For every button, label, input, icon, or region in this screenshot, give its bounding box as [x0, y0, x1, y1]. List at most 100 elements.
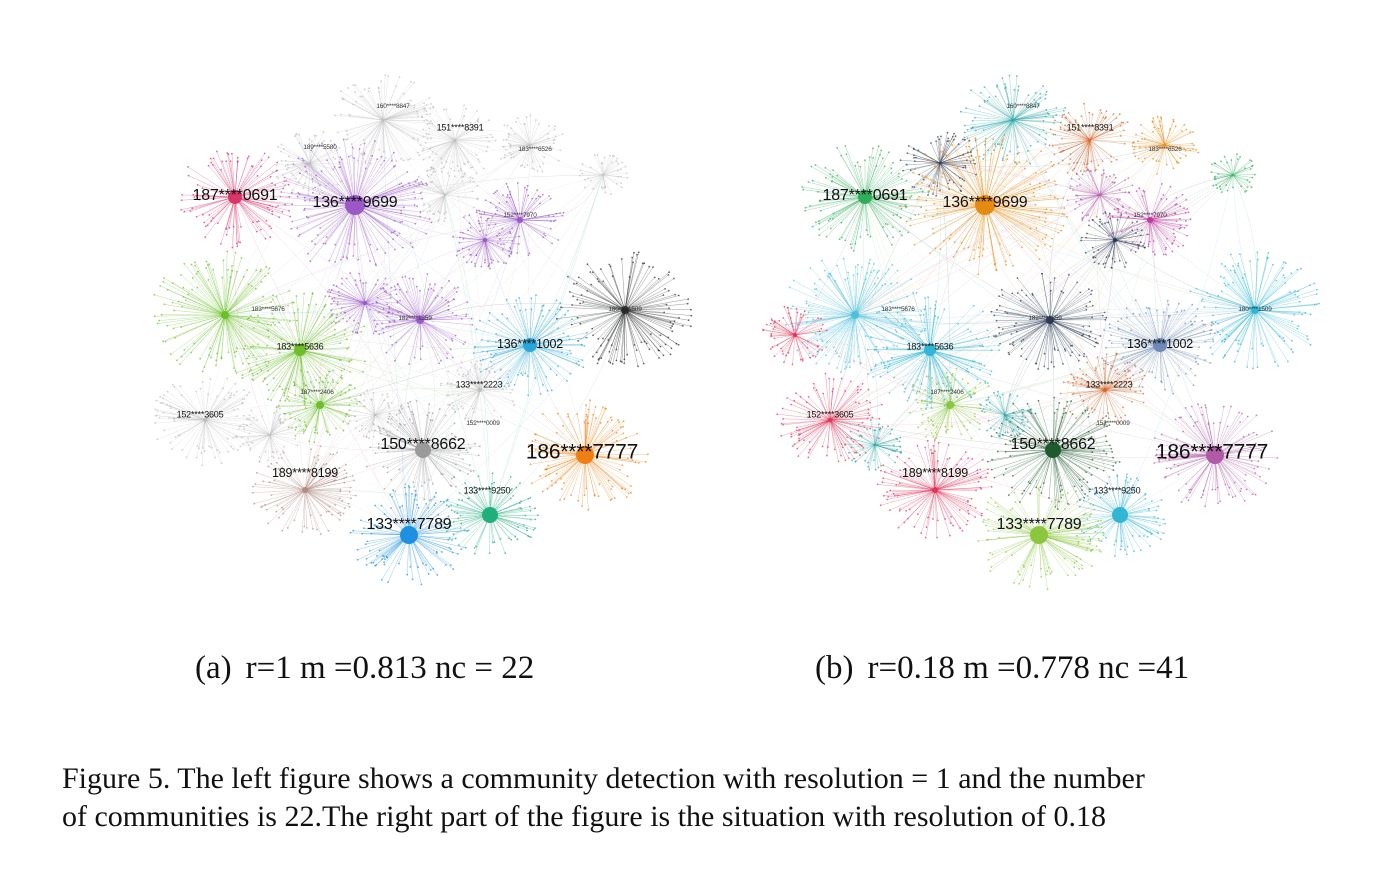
cluster-edge [440, 139, 456, 159]
leaf-node [180, 274, 182, 276]
cluster-edge [181, 314, 226, 357]
cluster-edge [269, 420, 280, 436]
leaf-node [592, 334, 594, 337]
leaf-node [246, 269, 249, 271]
cluster-edge [204, 383, 236, 421]
leaf-node [380, 80, 382, 82]
leaf-node [342, 512, 345, 515]
leaf-node [459, 514, 462, 517]
cluster-edge [939, 162, 950, 190]
leaf-node [271, 312, 273, 315]
cluster-edge [484, 216, 493, 241]
leaf-node [332, 300, 335, 303]
leaf-node [473, 365, 476, 367]
leaf-node [583, 421, 586, 423]
leaf-node [328, 295, 330, 298]
leaf-node [1184, 149, 1187, 152]
leaf-node [374, 525, 377, 527]
leaf-node [469, 447, 472, 449]
leaf-node [392, 151, 395, 154]
leaf-node [448, 505, 450, 508]
cluster-edge [529, 144, 553, 149]
leaf-node [509, 475, 512, 478]
leaf-node [504, 552, 507, 555]
cluster-edge [452, 236, 486, 241]
leaf-node [963, 136, 966, 139]
edge [939, 162, 1106, 391]
leaf-node [159, 395, 162, 398]
leaf-node [205, 267, 208, 269]
cluster-edge [1012, 110, 1064, 121]
leaf-node [495, 206, 497, 209]
leaf-node [358, 430, 361, 432]
leaf-node [971, 127, 974, 129]
cluster-edge [269, 434, 285, 448]
leaf-node [246, 357, 248, 360]
cluster-edge [602, 156, 615, 176]
leaf-node [189, 210, 192, 213]
cluster-edge [204, 388, 224, 421]
leaf-node [392, 489, 395, 492]
cluster-edge [352, 302, 366, 332]
leaf-node [359, 401, 361, 404]
leaf-node [330, 309, 333, 312]
cluster-edge [167, 391, 206, 421]
cluster-edge [212, 269, 226, 316]
leaf-node [215, 150, 218, 153]
leaf-node [962, 138, 964, 141]
cluster-edge [426, 133, 456, 141]
leaf-node [524, 372, 527, 375]
cluster-edge [419, 319, 452, 340]
leaf-node [496, 209, 499, 212]
leaf-node [948, 179, 951, 182]
leaf-node [420, 181, 423, 183]
cluster-edge [366, 449, 424, 467]
leaf-node [303, 292, 305, 295]
leaf-node [452, 298, 455, 301]
leaf-node [899, 159, 902, 162]
cluster-edge [1060, 126, 1091, 141]
cluster-edge [224, 314, 280, 323]
cluster-edge [624, 309, 642, 343]
leaf-node [462, 458, 464, 460]
leaf-node [291, 189, 294, 192]
hub-node [478, 388, 482, 392]
edge [864, 162, 941, 199]
cluster-edge [514, 344, 531, 385]
edge [929, 309, 1256, 351]
node-label-133-2223: 133****2223 [455, 379, 503, 390]
cluster-edge [249, 415, 271, 436]
cluster-edge [386, 315, 421, 321]
cluster-edge [519, 194, 544, 221]
cluster-edge [602, 157, 605, 176]
leaf-node [496, 189, 498, 192]
leaf-node [530, 297, 533, 300]
leaf-node [502, 139, 505, 141]
hub-node [269, 434, 271, 436]
cluster-edge [584, 174, 604, 188]
cluster-edge [419, 319, 448, 354]
leaf-node [1016, 146, 1019, 148]
cluster-edge [259, 434, 271, 463]
edge [829, 419, 1121, 516]
cluster-edge [409, 278, 421, 321]
leaf-node [440, 157, 442, 160]
edge [829, 414, 1006, 426]
cluster-edge [621, 309, 626, 363]
cluster-edge [304, 489, 350, 508]
leaf-node [479, 319, 481, 322]
leaf-node [248, 414, 251, 417]
leaf-node [554, 125, 556, 128]
leaf-node [374, 140, 376, 142]
leaf-node [419, 192, 422, 195]
cluster-edge [304, 449, 312, 491]
leaf-node [349, 531, 352, 534]
cluster-edge [365, 414, 376, 430]
cluster-edge [529, 344, 544, 386]
leaf-node [457, 438, 460, 440]
cluster-edge [452, 389, 481, 409]
cluster-edge [416, 449, 424, 501]
leaf-node [311, 178, 314, 180]
cluster-edge [479, 389, 495, 411]
leaf-node [670, 327, 672, 329]
